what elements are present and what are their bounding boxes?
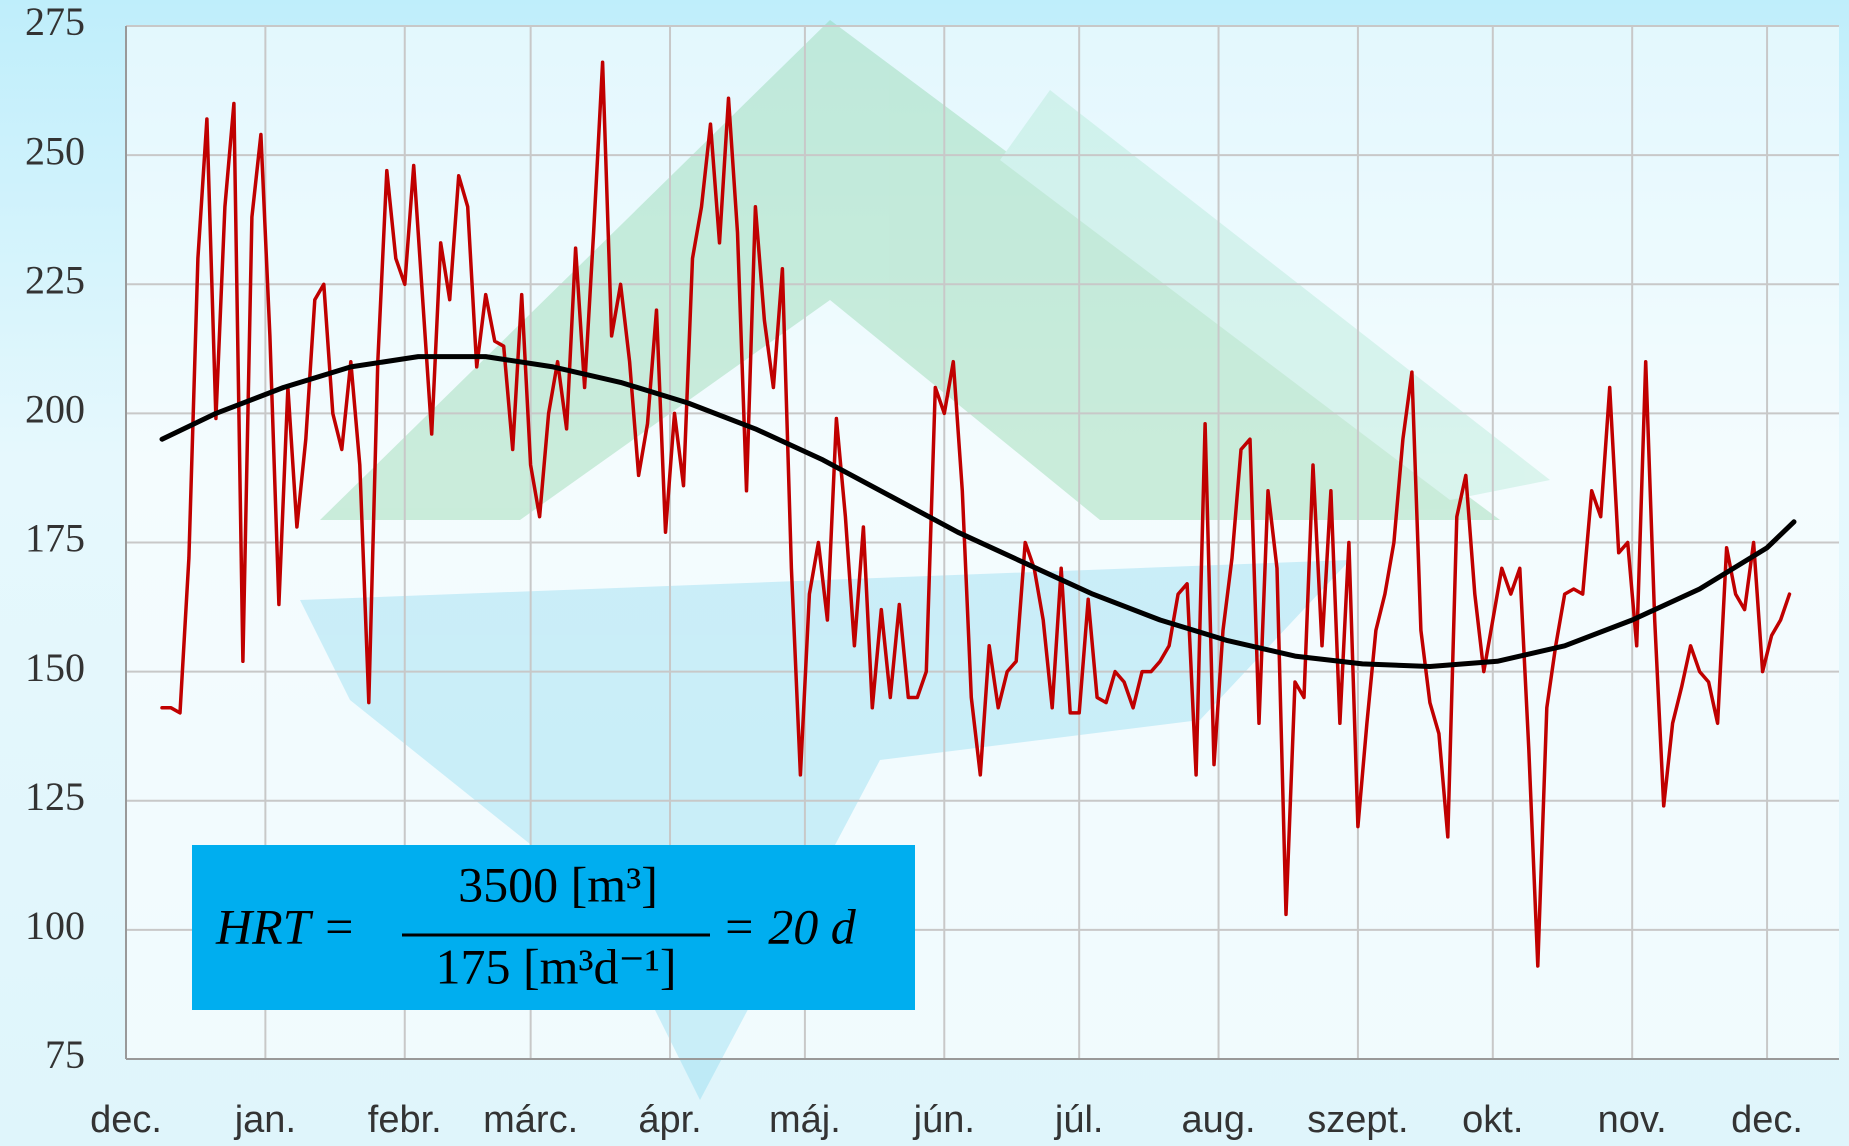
y-tick-label: 125 — [25, 774, 85, 819]
formula-box: HRT = 3500 [m³] 175 [m³d⁻¹] = 20 d — [192, 845, 915, 1010]
y-tick-label: 100 — [25, 903, 85, 948]
y-tick-label: 175 — [25, 516, 85, 561]
x-tick-label: szept. — [1307, 1099, 1408, 1141]
formula-denominator: 175 [m³d⁻¹] — [435, 938, 676, 994]
formula-lhs: HRT = — [215, 898, 356, 954]
x-tick-label: nov. — [1598, 1099, 1667, 1141]
x-tick-label: aug. — [1182, 1099, 1256, 1141]
x-tick-label: jún. — [913, 1099, 975, 1141]
y-tick-label: 75 — [45, 1032, 85, 1077]
y-tick-label: 275 — [25, 0, 85, 44]
x-tick-label: okt. — [1462, 1099, 1523, 1141]
x-tick-label: jan. — [234, 1099, 296, 1141]
y-tick-label: 200 — [25, 387, 85, 432]
marks — [159, 60, 1797, 968]
y-tick-label: 250 — [25, 128, 85, 173]
x-tick-label: dec. — [1731, 1099, 1803, 1141]
x-tick-label: ápr. — [638, 1099, 701, 1141]
x-tick-label: márc. — [483, 1099, 578, 1141]
formula-numerator: 3500 [m³] — [458, 856, 658, 912]
formula-rhs: = 20 d — [722, 898, 857, 954]
y-tick-label: 225 — [25, 257, 85, 302]
data-line — [160, 60, 1792, 968]
y-tick-label: 150 — [25, 645, 85, 690]
data-line — [159, 354, 1797, 669]
formula-background — [192, 845, 915, 1010]
x-tick-label: dec. — [90, 1099, 162, 1141]
x-tick-label: máj. — [769, 1099, 841, 1141]
x-tick-label: júl. — [1054, 1099, 1104, 1141]
x-tick-label: febr. — [368, 1099, 442, 1141]
grid — [125, 25, 1839, 1060]
